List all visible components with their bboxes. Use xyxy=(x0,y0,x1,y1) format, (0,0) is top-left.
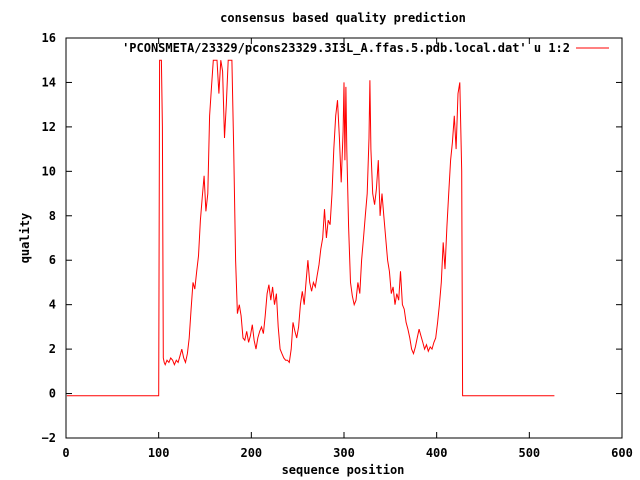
legend-label: 'PCONSMETA/23329/pcons23329.3I3L_A.ffas.… xyxy=(122,41,570,56)
legend: 'PCONSMETA/23329/pcons23329.3I3L_A.ffas.… xyxy=(122,41,609,56)
y-tick-label: 16 xyxy=(42,31,56,45)
x-tick-label: 200 xyxy=(240,446,262,460)
x-tick-label: 100 xyxy=(148,446,170,460)
chart-title: consensus based quality prediction xyxy=(220,11,466,25)
x-tick-label: 600 xyxy=(611,446,633,460)
y-tick-label: 4 xyxy=(49,298,56,312)
y-tick-label: 6 xyxy=(49,253,56,267)
y-tick-label: 8 xyxy=(49,209,56,223)
y-tick-label: 12 xyxy=(42,120,56,134)
series-line xyxy=(66,59,555,397)
y-tick-label: 14 xyxy=(42,75,56,89)
x-tick-label: 0 xyxy=(62,446,69,460)
y-tick-label: −2 xyxy=(42,431,56,445)
x-tick-label: 500 xyxy=(518,446,540,460)
axis-ticks: 0 100 200 300 400 500 600 −2 0 2 4 6 8 10 12 14 16 xyxy=(42,31,633,460)
x-tick-label: 300 xyxy=(333,446,355,460)
y-axis-label: quality xyxy=(18,213,32,264)
plot-frame xyxy=(65,37,623,439)
x-axis-label: sequence position xyxy=(282,463,405,477)
y-tick-label: 0 xyxy=(49,387,56,401)
y-tick-label: 10 xyxy=(42,164,56,178)
series-layer xyxy=(66,59,555,397)
x-tick-label: 400 xyxy=(426,446,448,460)
y-tick-label: 2 xyxy=(49,342,56,356)
